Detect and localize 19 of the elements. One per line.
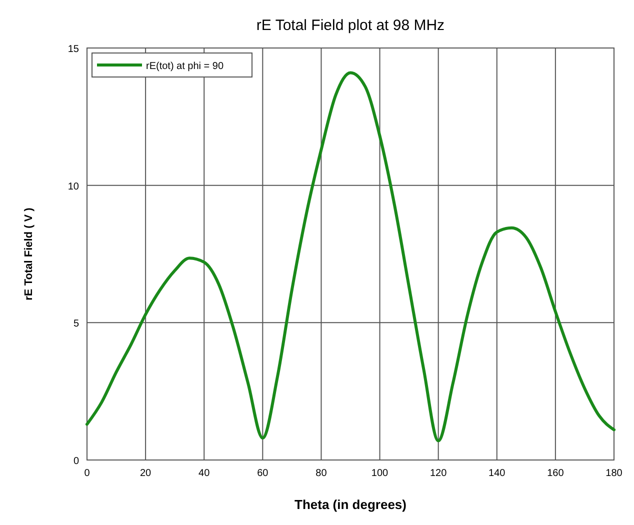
x-tick-label: 0 xyxy=(84,468,90,479)
x-tick-label: 140 xyxy=(488,468,506,479)
x-tick-label: 100 xyxy=(371,468,389,479)
y-tick-label: 10 xyxy=(68,181,80,192)
legend-label: rE(tot) at phi = 90 xyxy=(146,61,224,72)
x-axis-title: Theta (in degrees) xyxy=(294,497,406,512)
y-tick-label: 5 xyxy=(73,318,80,330)
x-tick-label: 80 xyxy=(316,468,328,479)
x-tick-label: 20 xyxy=(140,468,152,479)
x-tick-label: 120 xyxy=(430,468,448,479)
x-tick-label: 180 xyxy=(606,468,623,479)
y-axis-title: rE Total Field ( V ) xyxy=(23,207,35,300)
x-tick-label: 60 xyxy=(257,468,269,479)
chart-title: rE Total Field plot at 98 MHz xyxy=(256,17,445,34)
line-series xyxy=(86,71,616,442)
y-tick-label: 0 xyxy=(73,456,80,467)
x-tick-label: 40 xyxy=(198,468,210,479)
x-tick-label: 160 xyxy=(547,468,564,479)
y-tick-label: 15 xyxy=(68,44,80,55)
